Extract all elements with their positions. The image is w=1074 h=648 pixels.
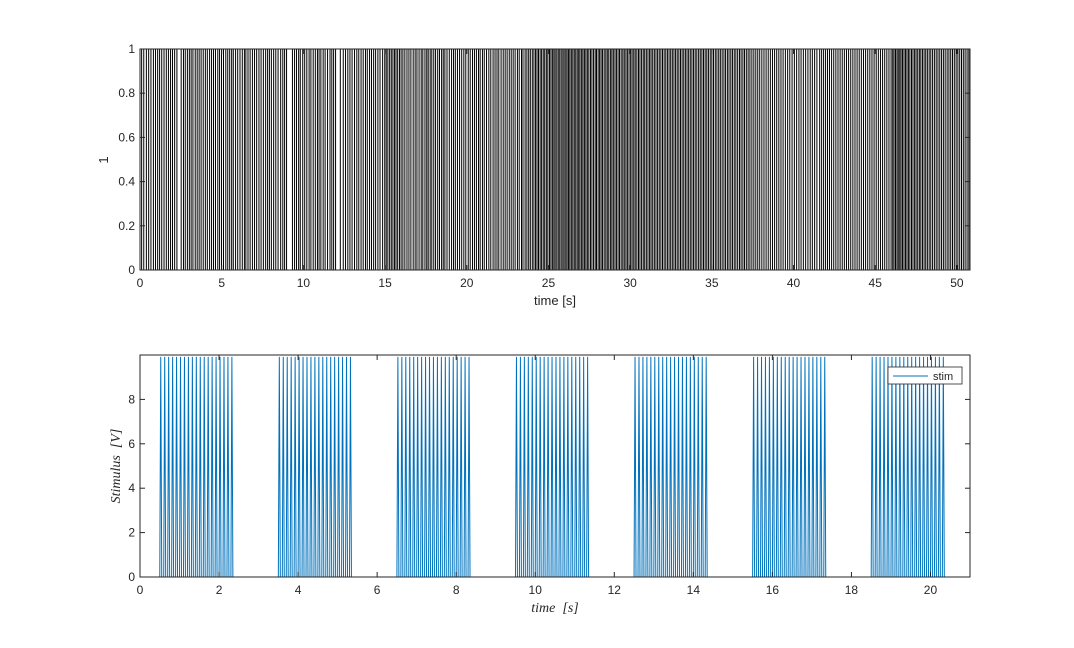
stimulus-y-tick-label: 6 (128, 437, 135, 451)
stimulus-x-tick-label: 12 (608, 583, 622, 597)
stimulus-legend: stim (887, 366, 963, 385)
raster-y-tick-label: 0.8 (118, 86, 135, 100)
stimulus-x-tick-label: 18 (845, 583, 859, 597)
stimulus-x-tick-label: 2 (216, 583, 223, 597)
stimulus-x-tick-label: 16 (766, 583, 780, 597)
legend-label-stim: stim (933, 371, 953, 383)
stimulus-y-tick-label: 4 (128, 481, 135, 495)
raster-y-ticks: 0 0.2 0.4 0.6 0.8 1 (118, 42, 970, 277)
stimulus-y-tick-label: 2 (128, 526, 135, 540)
raster-y-tick-label: 0.2 (118, 219, 135, 233)
raster-y-tick-label: 0.4 (118, 175, 135, 189)
stimulus-x-tick-label: 0 (137, 583, 144, 597)
stimulus-y-label: Stimulus [V] (109, 429, 124, 504)
raster-x-tick-label: 25 (542, 276, 556, 290)
stimulus-y-tick-label: 0 (128, 570, 135, 584)
raster-x-tick-label: 5 (218, 276, 225, 290)
raster-x-tick-label: 20 (460, 276, 474, 290)
raster-y-tick-label: 1 (128, 42, 135, 56)
stimulus-x-tick-label: 8 (453, 583, 460, 597)
raster-x-tick-label: 10 (297, 276, 311, 290)
raster-y-label: 1 (96, 156, 111, 163)
stimulus-x-tick-label: 14 (687, 583, 701, 597)
stimulus-x-label: time [s] (531, 601, 578, 616)
raster-x-label: time [s] (534, 293, 576, 308)
stimulus-x-tick-label: 6 (374, 583, 381, 597)
stimulus-x-tick-label: 4 (295, 583, 302, 597)
raster-y-tick-label: 0.6 (118, 130, 135, 144)
stimulus-plot: 0 2 4 6 8 10 12 14 16 18 20 0 2 4 6 8 time [s] Stimulu… (109, 354, 971, 616)
raster-x-tick-label: 35 (705, 276, 719, 290)
raster-x-tick-label: 45 (869, 276, 883, 290)
stimulus-y-ticks: 0 2 4 6 8 (128, 392, 970, 584)
stimulus-x-tick-label: 20 (924, 583, 938, 597)
raster-spikes (141, 49, 970, 270)
raster-y-tick-label: 0 (128, 263, 135, 277)
stimulus-y-tick-label: 8 (128, 392, 135, 406)
stimulus-x-tick-label: 10 (529, 583, 543, 597)
stimulus-x-ticks: 0 2 4 6 8 10 12 14 16 18 20 (137, 355, 938, 597)
raster-x-tick-label: 15 (378, 276, 392, 290)
raster-x-tick-label: 40 (787, 276, 801, 290)
raster-x-tick-label: 0 (137, 276, 144, 290)
raster-x-tick-label: 50 (950, 276, 964, 290)
raster-x-tick-label: 30 (623, 276, 637, 290)
stimulus-axes-frame (139, 354, 971, 578)
raster-x-ticks: 0 5 10 15 20 25 30 35 40 45 50 (137, 49, 964, 290)
raster-plot: 0 5 10 15 20 25 30 35 40 45 50 0 0.2 0.4 0.6 0.8 1 time… (96, 42, 971, 308)
raster-axes-frame (139, 48, 971, 271)
